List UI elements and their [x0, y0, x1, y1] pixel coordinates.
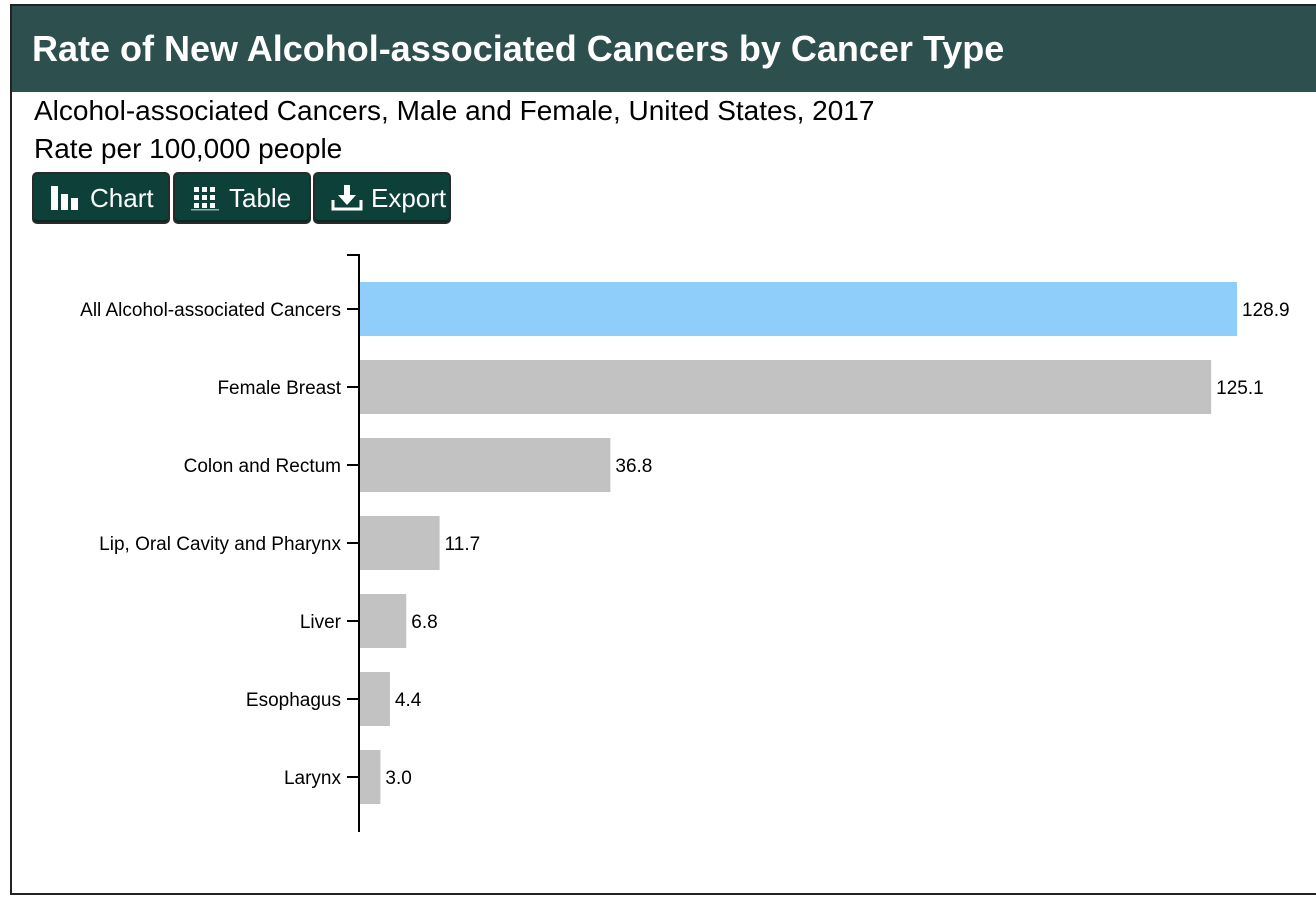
- bars-group: All Alcohol-associated Cancers 128.9 Femal…: [80, 282, 1290, 804]
- chart-title: Rate of New Alcohol-associated Cancers b…: [32, 28, 1005, 69]
- chart-panel: Rate of New Alcohol-associated Cancers b…: [10, 4, 1316, 895]
- value-label: 6.8: [411, 612, 437, 633]
- chart-view-label: Chart: [90, 182, 154, 213]
- subtitle-line-2: Rate per 100,000 people: [34, 133, 343, 164]
- bar-0: [360, 282, 1237, 336]
- value-label: 125.1: [1216, 378, 1264, 399]
- bar-chart: All Alcohol-associated Cancers 128.9 Femal…: [80, 254, 1290, 832]
- subtitle-line-1: Alcohol-associated Cancers, Male and Fem…: [34, 95, 875, 126]
- export-button[interactable]: Export: [313, 172, 451, 224]
- chart-header: Rate of New Alcohol-associated Cancers b…: [12, 6, 1316, 92]
- table-view-label: Table: [229, 182, 292, 213]
- bar-1: [360, 360, 1212, 414]
- chart-subtitle: Alcohol-associated Cancers, Male and Fem…: [34, 92, 874, 168]
- chart-view-button[interactable]: Chart: [32, 172, 170, 224]
- value-label: 3.0: [385, 768, 411, 789]
- category-label: Female Breast: [217, 378, 341, 399]
- category-label: Liver: [300, 612, 342, 633]
- bar-3: [360, 516, 440, 570]
- bar-4: [360, 594, 407, 648]
- bar-2: [360, 438, 611, 492]
- value-label: 128.9: [1242, 300, 1290, 321]
- category-label: All Alcohol-associated Cancers: [80, 300, 341, 321]
- value-label: 11.7: [445, 534, 481, 555]
- value-label: 36.8: [615, 456, 652, 477]
- category-label: Colon and Rectum: [184, 456, 341, 477]
- export-label: Export: [371, 182, 447, 213]
- bar-6: [360, 750, 381, 804]
- grid-icon: [191, 185, 221, 211]
- bar-5: [360, 672, 390, 726]
- value-label: 4.4: [395, 690, 422, 711]
- category-label: Lip, Oral Cavity and Pharynx: [99, 534, 341, 555]
- download-icon: [331, 184, 363, 212]
- table-view-button[interactable]: Table: [173, 172, 311, 224]
- category-label: Esophagus: [246, 690, 341, 711]
- bar-chart-icon: [50, 185, 82, 211]
- category-label: Larynx: [284, 768, 342, 789]
